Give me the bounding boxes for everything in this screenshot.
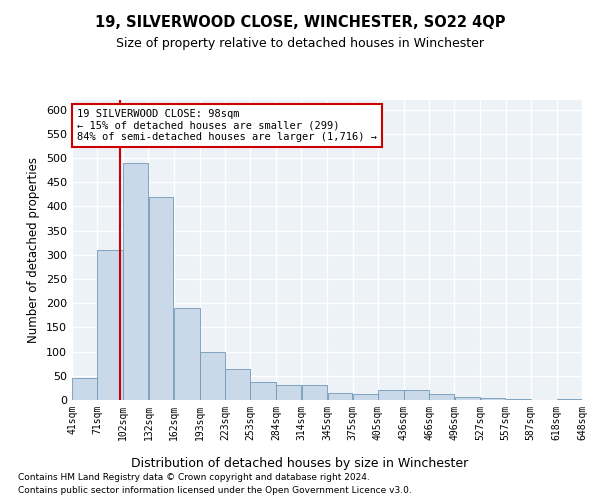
Text: Size of property relative to detached houses in Winchester: Size of property relative to detached ho…: [116, 38, 484, 51]
Bar: [404, 390, 429, 400]
Bar: [124, 163, 148, 400]
Bar: [353, 394, 377, 400]
Bar: [72, 378, 97, 400]
Bar: [506, 398, 530, 400]
Bar: [481, 398, 505, 400]
Bar: [97, 250, 123, 400]
Text: Contains HM Land Registry data © Crown copyright and database right 2024.: Contains HM Land Registry data © Crown c…: [18, 472, 370, 482]
Bar: [200, 352, 225, 400]
Bar: [378, 390, 404, 400]
Text: 19 SILVERWOOD CLOSE: 98sqm
← 15% of detached houses are smaller (299)
84% of sem: 19 SILVERWOOD CLOSE: 98sqm ← 15% of deta…: [77, 109, 377, 142]
Bar: [174, 308, 199, 400]
Bar: [225, 368, 250, 400]
Bar: [429, 394, 454, 400]
Bar: [455, 396, 480, 400]
Y-axis label: Number of detached properties: Number of detached properties: [28, 157, 40, 343]
Bar: [250, 382, 276, 400]
Bar: [277, 386, 301, 400]
Bar: [557, 398, 582, 400]
Bar: [149, 197, 173, 400]
Text: 19, SILVERWOOD CLOSE, WINCHESTER, SO22 4QP: 19, SILVERWOOD CLOSE, WINCHESTER, SO22 4…: [95, 15, 505, 30]
Bar: [302, 386, 327, 400]
Text: Contains public sector information licensed under the Open Government Licence v3: Contains public sector information licen…: [18, 486, 412, 495]
Text: Distribution of detached houses by size in Winchester: Distribution of detached houses by size …: [131, 458, 469, 470]
Bar: [328, 392, 352, 400]
